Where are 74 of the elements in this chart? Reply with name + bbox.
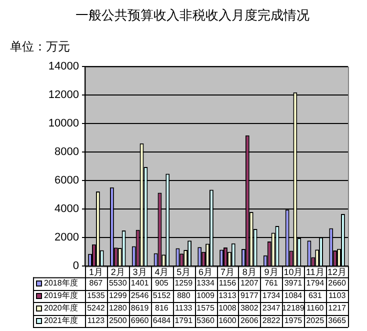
legend-label: 2020年度 [44, 304, 78, 313]
data-label: 3665 [328, 316, 346, 326]
legend-label: 2018年度 [44, 278, 78, 288]
legend-label: 2019年度 [44, 291, 78, 300]
data-label: 1535 [87, 291, 106, 300]
data-label: 1123 [87, 316, 106, 326]
data-label: 1734 [262, 291, 281, 300]
data-label: 1133 [175, 304, 193, 313]
data-label: 8619 [130, 304, 150, 313]
x-tick-label: 10月 [284, 267, 303, 278]
data-label: 1103 [328, 291, 346, 300]
data-label: 1009 [196, 291, 215, 300]
data-label: 1156 [218, 278, 237, 288]
x-tick-label: 2月 [110, 267, 125, 278]
y-tick-label: 8000 [54, 146, 79, 158]
y-axis-title: 单位：万元 [10, 39, 70, 54]
x-tick-label: 12月 [328, 267, 347, 278]
data-label: 905 [155, 278, 169, 288]
data-label: 1217 [328, 304, 346, 313]
x-tick-label: 9月 [264, 267, 278, 278]
y-tick-label: 12000 [48, 89, 79, 102]
data-label: 1299 [108, 291, 128, 300]
x-tick-label: 3月 [132, 267, 147, 278]
data-label: 6960 [130, 316, 150, 326]
legend-label: 2021年度 [44, 316, 78, 326]
y-tick-label: 10000 [48, 118, 79, 130]
data-label: 3971 [284, 278, 303, 288]
data-label: 2500 [108, 316, 128, 326]
data-label: 1008 [218, 304, 237, 313]
data-label: 1791 [174, 316, 194, 326]
data-label: 5152 [152, 291, 172, 300]
data-label: 867 [89, 278, 104, 288]
x-tick-label: 11月 [306, 267, 324, 278]
y-tick-label: 6000 [54, 174, 79, 187]
data-label: 2347 [262, 304, 281, 313]
x-tick-label: 8月 [242, 267, 256, 278]
data-label: 2606 [240, 316, 259, 326]
data-label: 3802 [240, 304, 259, 313]
data-label: 1084 [284, 291, 303, 300]
y-tick-label: 2000 [54, 232, 79, 244]
data-label: 2025 [306, 316, 325, 326]
data-label: 761 [264, 278, 279, 288]
data-label: 1313 [218, 291, 237, 300]
data-label: 1975 [284, 316, 303, 326]
data-label: 1259 [174, 278, 194, 288]
data-label: 6484 [152, 316, 172, 326]
x-tick-label: 1月 [88, 267, 103, 278]
data-label: 1280 [108, 304, 128, 313]
data-label: 1160 [306, 304, 324, 313]
data-label: 880 [176, 291, 191, 300]
data-label: 1401 [130, 278, 150, 288]
x-tick-label: 6月 [198, 267, 213, 278]
data-label: 2660 [328, 278, 346, 288]
data-label: 1794 [306, 278, 325, 288]
data-label: 1207 [240, 278, 259, 288]
data-label: 816 [155, 304, 169, 313]
data-label: 5360 [196, 316, 215, 326]
data-label: 12189 [282, 304, 305, 313]
data-label: 631 [308, 291, 322, 300]
data-label: 1600 [218, 316, 237, 326]
data-label: 2546 [130, 291, 150, 300]
chart-title: 一般公共预算收入非税收入月度完成情况 [76, 7, 310, 22]
x-tick-label: 4月 [154, 267, 169, 278]
data-label: 1334 [196, 278, 215, 288]
data-label: 1575 [196, 304, 215, 313]
y-tick-label: 14000 [48, 60, 79, 73]
data-label: 9177 [240, 291, 259, 300]
data-label: 5242 [87, 304, 106, 313]
data-label: 5530 [108, 278, 128, 288]
y-tick-label: 4000 [54, 203, 79, 216]
y-tick-label: 0 [72, 260, 79, 272]
x-tick-label: 5月 [176, 267, 191, 278]
data-label: 2822 [262, 316, 281, 326]
x-tick-label: 7月 [220, 267, 234, 278]
